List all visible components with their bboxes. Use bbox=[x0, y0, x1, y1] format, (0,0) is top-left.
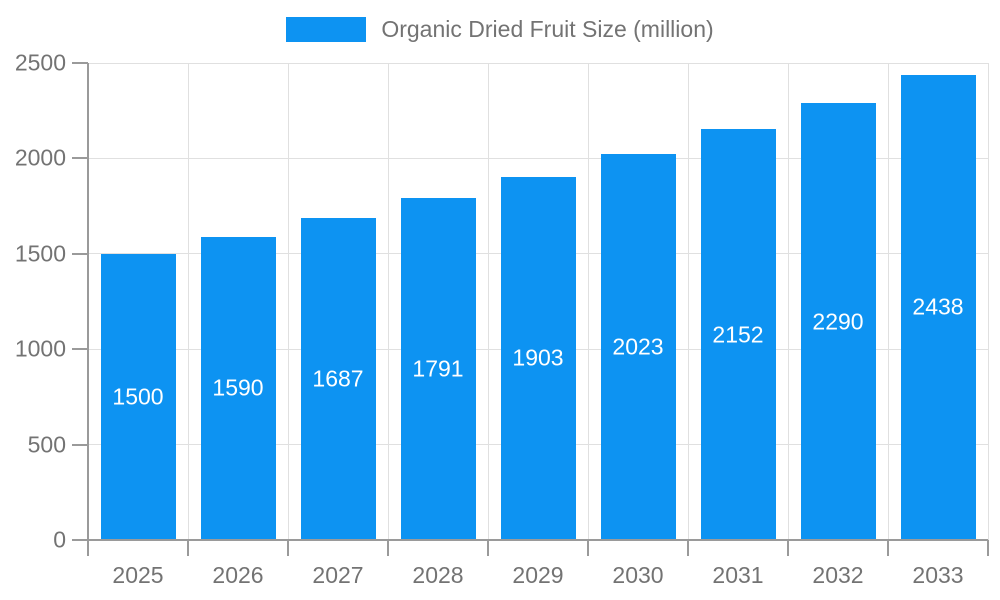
bar-value-label: 1903 bbox=[512, 344, 564, 371]
bar bbox=[700, 129, 776, 540]
y-axis-tick bbox=[72, 348, 88, 351]
x-axis-label: 2030 bbox=[612, 562, 664, 588]
bar-value-label: 2152 bbox=[712, 321, 764, 348]
gridline-vertical bbox=[287, 63, 289, 540]
x-axis-line bbox=[88, 539, 988, 541]
y-axis-label: 500 bbox=[27, 431, 66, 458]
x-axis-tick bbox=[687, 540, 689, 556]
gridline-horizontal bbox=[88, 157, 988, 159]
y-axis-label: 0 bbox=[53, 526, 66, 553]
y-axis-label: 1000 bbox=[14, 335, 66, 362]
gridline-vertical bbox=[587, 63, 589, 540]
y-axis-line bbox=[87, 63, 89, 540]
bar-value-label: 1590 bbox=[212, 374, 264, 401]
legend: Organic Dried Fruit Size (million) bbox=[0, 14, 1000, 44]
gridline-vertical bbox=[987, 63, 989, 540]
bar-value-label: 2023 bbox=[612, 333, 664, 360]
x-axis-label: 2027 bbox=[312, 562, 364, 588]
x-axis-tick bbox=[187, 540, 189, 556]
bar-value-label: 2290 bbox=[812, 308, 864, 335]
gridline-vertical bbox=[687, 63, 689, 540]
x-axis-label: 2031 bbox=[712, 562, 764, 588]
y-axis-label: 2000 bbox=[14, 144, 66, 171]
x-axis-tick bbox=[787, 540, 789, 556]
x-axis-tick bbox=[287, 540, 289, 556]
x-axis-label: 2025 bbox=[112, 562, 164, 588]
y-axis-tick bbox=[72, 252, 88, 255]
x-axis-label: 2026 bbox=[212, 562, 264, 588]
gridline-vertical bbox=[787, 63, 789, 540]
x-axis-tick bbox=[487, 540, 489, 556]
y-axis-label: 2500 bbox=[14, 49, 66, 76]
gridline-vertical bbox=[387, 63, 389, 540]
x-axis-tick bbox=[987, 540, 989, 556]
y-axis-label: 1500 bbox=[14, 240, 66, 267]
bar-value-label: 1687 bbox=[312, 365, 364, 392]
x-axis-label: 2032 bbox=[812, 562, 864, 588]
bar-value-label: 1791 bbox=[412, 355, 464, 382]
x-axis-label: 2029 bbox=[512, 562, 564, 588]
legend-swatch bbox=[286, 16, 367, 42]
legend-label: Organic Dried Fruit Size (million) bbox=[381, 15, 714, 42]
bar bbox=[600, 154, 676, 540]
y-axis-tick bbox=[72, 62, 88, 64]
gridline-vertical bbox=[187, 63, 189, 540]
y-axis-tick bbox=[72, 157, 88, 160]
x-axis-tick bbox=[587, 540, 589, 556]
bar-value-label: 1500 bbox=[112, 383, 164, 410]
bar bbox=[500, 176, 576, 540]
gridline-horizontal bbox=[88, 62, 988, 64]
gridline-vertical bbox=[487, 63, 489, 540]
y-axis-tick bbox=[72, 539, 88, 541]
bar bbox=[100, 253, 176, 540]
x-axis-tick bbox=[387, 540, 389, 556]
bar bbox=[800, 103, 876, 540]
x-axis-tick bbox=[887, 540, 889, 556]
bar bbox=[900, 74, 976, 540]
y-axis-tick bbox=[72, 443, 88, 446]
x-axis-label: 2028 bbox=[412, 562, 464, 588]
bar-value-label: 2438 bbox=[912, 293, 964, 320]
gridline-vertical bbox=[887, 63, 889, 540]
bar bbox=[200, 236, 276, 540]
x-axis-label: 2033 bbox=[912, 562, 964, 588]
bar bbox=[300, 218, 376, 540]
bar bbox=[400, 198, 476, 540]
x-axis-tick bbox=[87, 540, 89, 556]
